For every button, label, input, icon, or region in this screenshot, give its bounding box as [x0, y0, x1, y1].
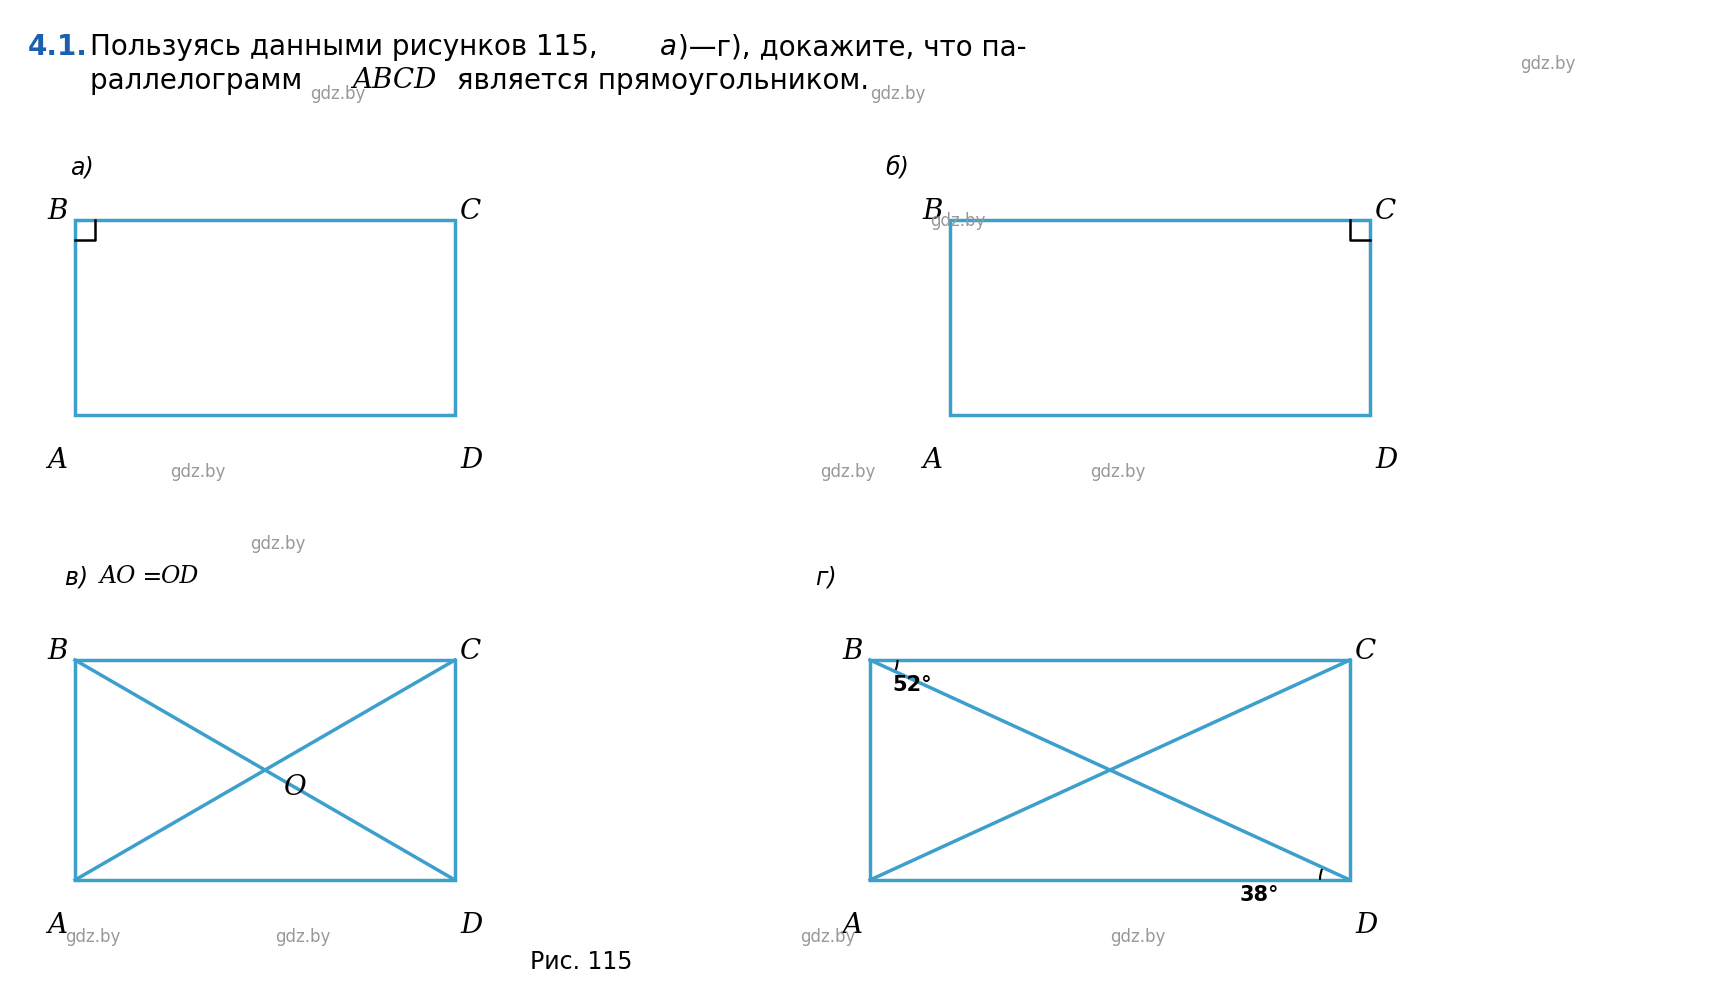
Text: C: C	[460, 638, 481, 665]
Text: A: A	[46, 912, 67, 939]
Text: раллелограмм: раллелограмм	[89, 67, 311, 95]
Text: 38°: 38°	[1240, 885, 1280, 904]
Text: ABCD: ABCD	[352, 67, 436, 94]
Text: A: A	[923, 447, 941, 474]
Text: является прямоугольником.: является прямоугольником.	[448, 67, 869, 95]
Text: A: A	[46, 447, 67, 474]
Text: Пользуясь данными рисунков 115,: Пользуясь данными рисунков 115,	[89, 33, 606, 61]
Text: C: C	[460, 198, 481, 225]
Text: gdz.by: gdz.by	[65, 928, 120, 946]
Text: B: B	[842, 638, 862, 665]
Text: C: C	[1374, 198, 1397, 225]
Text: 52°: 52°	[892, 675, 931, 695]
Bar	[869, 660, 1350, 880]
Text: C: C	[1356, 638, 1376, 665]
Bar	[950, 220, 1369, 415]
Text: D: D	[1356, 912, 1378, 939]
Text: gdz.by: gdz.by	[1089, 463, 1146, 481]
Text: г): г)	[814, 565, 837, 589]
Text: B: B	[46, 638, 67, 665]
Bar	[76, 660, 455, 880]
Text: gdz.by: gdz.by	[869, 85, 926, 103]
Text: Рис. 115: Рис. 115	[529, 950, 632, 974]
Text: gdz.by: gdz.by	[1520, 55, 1575, 73]
Text: gdz.by: gdz.by	[819, 463, 876, 481]
Text: а: а	[660, 33, 677, 61]
Text: gdz.by: gdz.by	[929, 212, 986, 230]
Text: gdz.by: gdz.by	[1110, 928, 1165, 946]
Text: а): а)	[70, 155, 94, 179]
Text: gdz.by: gdz.by	[309, 85, 366, 103]
Text: D: D	[1374, 447, 1397, 474]
Text: =: =	[136, 565, 170, 589]
Text: A: A	[842, 912, 862, 939]
Text: )—г), докажите, что па-: )—г), докажите, что па-	[679, 33, 1027, 61]
Text: gdz.by: gdz.by	[275, 928, 330, 946]
Text: B: B	[923, 198, 943, 225]
Text: B: B	[46, 198, 67, 225]
Text: gdz.by: gdz.by	[801, 928, 856, 946]
Text: gdz.by: gdz.by	[251, 535, 306, 553]
Text: б): б)	[885, 155, 909, 179]
Text: D: D	[460, 912, 483, 939]
Bar	[76, 220, 455, 415]
Text: OD: OD	[160, 565, 198, 588]
Text: O: O	[283, 774, 308, 801]
Text: AO: AO	[100, 565, 136, 588]
Text: 4.1.: 4.1.	[27, 33, 88, 61]
Text: gdz.by: gdz.by	[170, 463, 225, 481]
Text: в): в)	[65, 565, 96, 589]
Text: D: D	[460, 447, 483, 474]
